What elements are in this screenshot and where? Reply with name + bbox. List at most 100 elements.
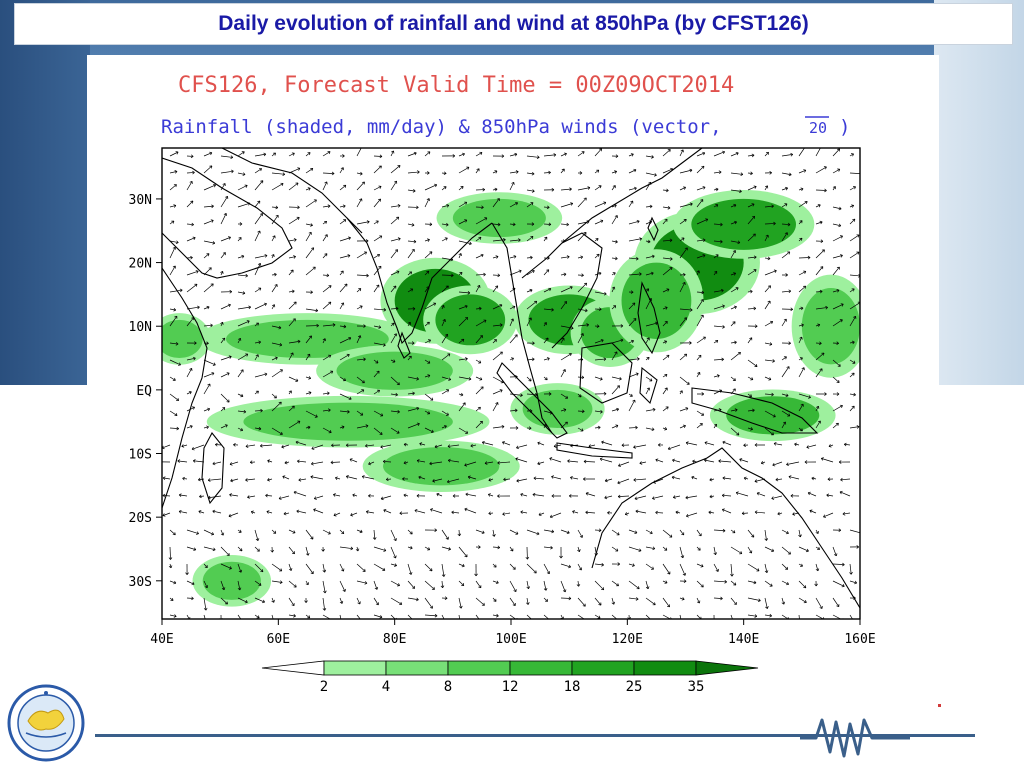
wind-vector: [271, 529, 277, 534]
wind-vector: [560, 597, 571, 599]
wind-vector-head: [769, 344, 773, 346]
wind-vector: [713, 409, 722, 412]
wind-vector: [526, 376, 532, 382]
wind-vector: [747, 186, 757, 191]
wind-vector-head: [520, 492, 524, 495]
wind-vector-head: [788, 251, 791, 255]
wind-vector: [271, 427, 283, 435]
x-tick-label: 120E: [612, 632, 643, 647]
wind-vector-head: [551, 475, 554, 477]
wind-vector: [492, 426, 505, 429]
wind-vector: [543, 172, 551, 174]
wind-vector-head: [785, 187, 788, 191]
wind-vector-head: [469, 241, 472, 245]
wind-vector-head: [616, 425, 619, 428]
wind-vector: [373, 389, 380, 395]
wind-vector-head: [175, 342, 179, 345]
wind-vector-head: [686, 514, 689, 517]
wind-vector-head: [196, 270, 199, 274]
wind-vector: [577, 580, 580, 587]
wind-vector: [441, 319, 446, 327]
wind-vector: [441, 223, 449, 226]
wind-vector: [832, 289, 840, 293]
wind-vector-head: [702, 254, 706, 256]
wind-vector-head: [442, 585, 445, 588]
wind-vector-head: [260, 410, 263, 413]
wind-vector-head: [839, 363, 841, 367]
wind-vector: [594, 202, 606, 208]
wind-vector: [220, 322, 223, 327]
wind-vector-head: [721, 357, 724, 360]
wind-vector: [747, 580, 757, 584]
wind-vector: [543, 357, 550, 361]
wind-vector-head: [856, 546, 859, 549]
wind-vector-head: [635, 509, 639, 512]
wind-vector-head: [664, 387, 668, 390]
wind-vector: [203, 372, 215, 378]
wind-vector-head: [229, 464, 233, 466]
wind-vector: [679, 353, 687, 361]
wind-vector-head: [412, 308, 416, 311]
wind-vector-head: [719, 241, 723, 244]
wind-vector-head: [500, 389, 503, 393]
wind-vector-head: [245, 446, 249, 448]
wind-vector-head: [445, 538, 449, 540]
wind-vector-head: [819, 343, 822, 346]
wind-vector: [339, 270, 344, 276]
wind-vector: [696, 199, 704, 208]
wind-vector: [533, 477, 545, 480]
wind-vector: [645, 408, 656, 412]
wind-vector-head: [785, 186, 788, 189]
wind-vector-head: [734, 306, 737, 309]
wind-vector: [747, 427, 753, 430]
wind-vector-head: [280, 568, 283, 572]
wind-vector: [601, 441, 613, 446]
wind-vector-head: [549, 458, 552, 461]
wind-vector-head: [428, 360, 431, 364]
wind-vector-head: [284, 460, 287, 464]
axis-ticks: 40E 60E 80E 100E 120E 140E 160E30N20N10NEQ10S2…: [129, 193, 876, 647]
wind-vector: [305, 614, 311, 619]
wind-vector-head: [838, 461, 842, 464]
wind-vector-head: [265, 303, 267, 306]
wind-vector: [373, 186, 382, 191]
wind-vector: [550, 512, 562, 518]
wind-vector-head: [215, 444, 218, 447]
wind-vector: [696, 372, 701, 378]
wind-vector-head: [275, 205, 279, 208]
wind-vector-head: [464, 507, 468, 510]
rain-region: [691, 198, 797, 250]
wind-vector-head: [754, 444, 758, 447]
wind-vector-head: [854, 580, 858, 584]
wind-vector: [713, 204, 719, 208]
wind-vector-head: [672, 459, 675, 463]
wind-vector-head: [838, 225, 841, 228]
wind-vector-head: [497, 275, 500, 278]
wind-vector-head: [553, 154, 557, 157]
wind-vector-head: [341, 425, 345, 427]
wind-vector-head: [403, 461, 406, 464]
wind-vector-head: [374, 587, 378, 590]
wind-vector-head: [823, 514, 826, 518]
wind-vector: [526, 236, 534, 242]
wind-vector-head: [499, 323, 503, 326]
wind-vector-head: [510, 318, 514, 321]
wind-vector: [509, 202, 518, 208]
wind-vector-head: [751, 536, 754, 538]
wind-vector-head: [824, 392, 827, 395]
wind-vector-head: [178, 509, 182, 512]
wind-vector-head: [794, 442, 797, 445]
wind-vector-head: [408, 572, 412, 575]
wind-vector-head: [383, 567, 386, 571]
wind-vector: [288, 301, 297, 310]
wind-vector-head: [191, 317, 194, 319]
wind-vector-head: [368, 463, 372, 466]
wind-vector-head: [279, 343, 283, 346]
wind-vector-head: [395, 306, 399, 309]
wind-vector-head: [562, 240, 566, 243]
wind-vector: [177, 460, 188, 463]
wind-vector: [781, 563, 788, 570]
wind-vector: [288, 182, 299, 191]
wind-vector-head: [566, 395, 569, 399]
wind-vector: [179, 494, 188, 497]
